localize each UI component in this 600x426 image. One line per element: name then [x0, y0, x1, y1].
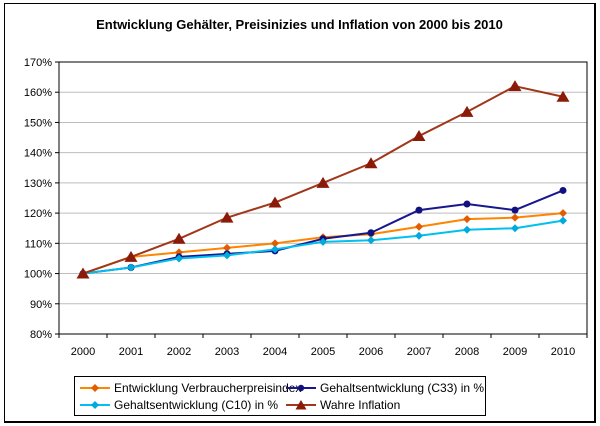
data-point-diamond [511, 213, 519, 222]
legend-item: Gehaltsentwicklung (C33) in % [286, 381, 485, 395]
chart-frame: Entwicklung Gehälter, Preisinizies und I… [4, 3, 596, 423]
data-point-diamond [559, 216, 567, 225]
diamond-marker-icon [80, 383, 110, 392]
y-axis-label: 120% [24, 208, 52, 220]
x-axis-label: 2008 [455, 346, 479, 358]
data-point-diamond [463, 225, 471, 234]
data-point-circle [415, 206, 423, 214]
x-axis-label: 2009 [503, 346, 527, 358]
x-axis-label: 2000 [71, 346, 95, 358]
chart-title: Entwicklung Gehälter, Preisinizies und I… [96, 17, 503, 32]
x-axis-label: 2002 [167, 346, 191, 358]
data-point-triangle [460, 105, 474, 117]
x-axis-label: 2010 [551, 346, 575, 358]
legend-item: Wahre Inflation [286, 398, 485, 412]
data-point-triangle [220, 211, 234, 223]
data-point-diamond [271, 239, 279, 248]
data-point-diamond [559, 209, 567, 218]
data-point-diamond [127, 263, 135, 272]
x-axis-label: 2001 [119, 346, 143, 358]
data-point-triangle [316, 176, 330, 188]
data-point-triangle [508, 80, 522, 92]
data-point-circle [463, 200, 471, 208]
plot-border [58, 61, 588, 335]
diamond-marker-icon [80, 400, 110, 409]
data-point-triangle [364, 157, 378, 169]
y-axis-label: 140% [24, 148, 52, 160]
legend-item: Gehaltsentwicklung (C10) in % [80, 398, 286, 412]
x-axis-label: 2004 [263, 346, 287, 358]
y-axis-label: 80% [30, 329, 52, 341]
data-point-diamond [175, 254, 183, 263]
y-axis-label: 170% [24, 57, 52, 69]
y-axis-label: 90% [30, 299, 52, 311]
legend-label: Gehaltsentwicklung (C33) in % [320, 380, 485, 395]
circle-marker-icon [286, 384, 316, 391]
data-point-triangle [556, 90, 570, 102]
x-axis-label: 2005 [311, 346, 335, 358]
legend: Entwicklung Verbraucherpreisindex Gehalts… [74, 376, 486, 416]
y-axis-label: 130% [24, 178, 52, 190]
data-point-triangle [124, 250, 138, 262]
legend-label: Gehaltsentwicklung (C10) in % [114, 397, 279, 412]
data-point-circle [367, 229, 375, 237]
y-axis-label: 100% [24, 269, 52, 281]
line-chart-plot-area: 80% 90% 100% 110% 120% 130% 140% 150% 160% 170% 20… [24, 57, 588, 358]
x-axis-label: 2007 [407, 346, 431, 358]
triangle-marker-icon [286, 399, 316, 409]
legend-label: Entwicklung Verbraucherpreisindex [114, 380, 302, 395]
data-point-diamond [367, 236, 375, 245]
plot-background [59, 62, 587, 334]
data-point-triangle [412, 130, 426, 142]
x-axis-label: 2006 [359, 346, 383, 358]
data-point-diamond [223, 251, 231, 260]
data-point-circle [511, 206, 519, 214]
data-point-triangle [268, 196, 282, 208]
data-point-triangle [172, 232, 186, 244]
legend-item: Entwicklung Verbraucherpreisindex [80, 381, 301, 395]
data-point-diamond [271, 245, 279, 254]
data-point-diamond [415, 222, 423, 231]
legend-label: Wahre Inflation [320, 397, 401, 412]
data-point-diamond [463, 215, 471, 224]
y-axis-label: 150% [24, 117, 52, 129]
y-axis-label: 160% [24, 87, 52, 99]
data-point-diamond [319, 237, 327, 246]
x-axis-label: 2003 [215, 346, 239, 358]
data-point-triangle [76, 267, 90, 279]
data-point-diamond [511, 224, 519, 233]
data-point-diamond [415, 231, 423, 240]
data-point-diamond [223, 243, 231, 252]
data-point-circle [559, 186, 567, 194]
y-axis-label: 110% [25, 238, 53, 250]
